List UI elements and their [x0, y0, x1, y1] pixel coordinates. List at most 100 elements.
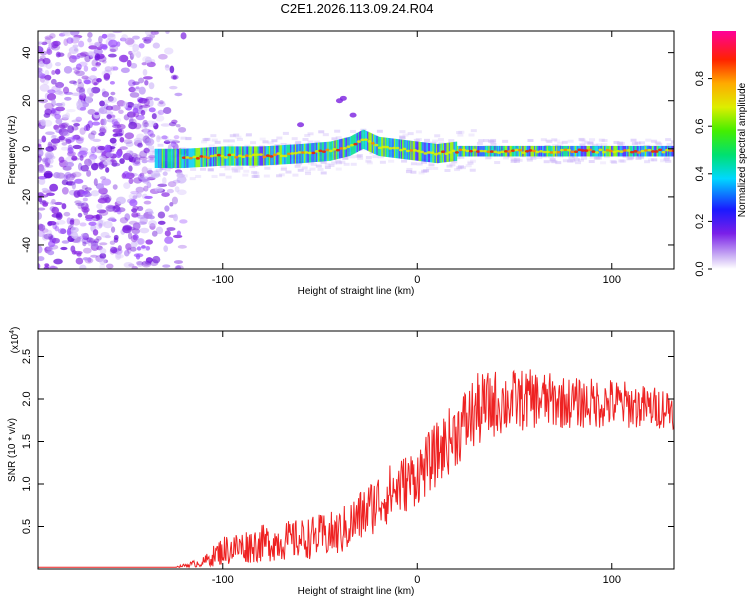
spectrogram-halo-point [200, 167, 207, 171]
spectrogram-halo-point [146, 138, 153, 142]
top-y-axis-title: Frequency (Hz) [7, 116, 18, 185]
spectrogram-noise-point [143, 185, 149, 192]
spectrogram-noise-point [162, 171, 168, 176]
spectrogram-ridge-strip [599, 145, 601, 157]
spectrogram-noise-point [140, 175, 145, 181]
spectrogram-halo-point [207, 168, 214, 172]
spectrogram-noise-point [119, 136, 125, 143]
spectrogram-halo-point [631, 141, 638, 145]
spectrogram-noise-point [144, 31, 154, 36]
spectrogram-noise-point [149, 156, 154, 161]
spectrogram-ridge-core [412, 149, 417, 152]
spectrogram-ridge-core [213, 154, 218, 157]
spectrogram-halo-point [328, 163, 335, 167]
spectrogram-noise-point [137, 221, 147, 225]
spectrogram-ridge-core [636, 151, 641, 154]
spectrogram-noise-point [167, 181, 177, 188]
spectrogram-noise-point [140, 123, 149, 129]
spectrogram-noise-point [71, 55, 81, 60]
spectrogram-ridge-strip [474, 145, 476, 157]
spectrogram-ridge-core [591, 150, 596, 153]
spectrogram-noise-point [92, 242, 99, 249]
spectrogram-noise-point [50, 109, 57, 117]
spectrogram-noise-point [145, 245, 151, 251]
spectrogram-ridge-core [283, 154, 288, 158]
spectrogram-halo-point [402, 133, 409, 137]
spectrogram-noise-point [38, 41, 42, 46]
spectrogram-ridge-strip [171, 148, 173, 169]
spectrogram-ridge-core [286, 152, 291, 156]
spectrogram-halo-point [155, 169, 162, 173]
spectrogram-halo-point [157, 143, 164, 147]
spectrogram-ridge-core [661, 150, 666, 154]
spectrogram-noise-point [137, 238, 145, 245]
spectrogram-halo-point [377, 155, 384, 159]
spectrogram-noise-point [83, 65, 89, 72]
spectrogram-halo-point [320, 171, 327, 175]
spectrogram-ridge-core [353, 142, 358, 146]
spectrogram-noise-point [44, 69, 50, 76]
spectrogram-noise-point [66, 37, 74, 44]
spectrogram-ridge-core [640, 149, 645, 153]
spectrogram-noise-point [123, 261, 134, 268]
spectrogram-noise-point [113, 234, 119, 240]
spectrogram-noise-point [124, 132, 135, 140]
spectrogram-halo-point [245, 133, 252, 137]
spectrogram-halo-point [151, 174, 158, 178]
spectrogram-ridge-strip [441, 143, 444, 163]
spectrogram-noise-point [157, 183, 168, 188]
spectrogram-noise-point [127, 232, 133, 240]
spectrogram-halo-point [467, 160, 474, 164]
spectrogram-halo-point [405, 170, 412, 174]
spectrogram-halo-point [579, 143, 586, 147]
spectrogram-noise-point [157, 220, 166, 225]
spectrogram-ridge-core [524, 149, 529, 153]
spectrogram-noise-point [71, 135, 77, 140]
spectrogram-ridge-strip [559, 145, 562, 157]
spectrogram-halo-point [458, 165, 465, 169]
spectrogram-noise-point [130, 62, 138, 69]
spectrogram-noise-point [38, 68, 44, 74]
spectrogram-noise-point [56, 86, 62, 93]
spectrogram-halo-point [421, 169, 428, 173]
spectrogram-noise-point [84, 187, 92, 191]
spectrogram-noise-point [60, 146, 69, 151]
spectrogram-noise-point [110, 91, 116, 96]
spectrogram-halo-point [335, 167, 342, 171]
spectrogram-ridge-core [619, 150, 624, 153]
spectrogram-noise-point [128, 121, 138, 130]
spectrogram-noise-point [173, 260, 184, 265]
spectrogram-halo-point [401, 159, 408, 163]
spectrogram-halo-point [335, 136, 342, 140]
spectrogram-noise-point [76, 86, 86, 93]
spectrogram-noise-point [160, 123, 171, 127]
spectrogram-noise-point [133, 137, 143, 143]
spectrogram-noise-point [81, 75, 89, 80]
spectrogram-noise-point [38, 46, 44, 54]
spectrogram-ridge-core [615, 149, 620, 153]
spectrogram-noise-point [54, 201, 63, 206]
spectrogram-halo-point [149, 153, 156, 157]
top-x-tick-label: 100 [603, 274, 621, 286]
spectrogram-noise-point [53, 258, 63, 265]
spectrogram-noise-point [43, 266, 50, 269]
spectrogram-ridge-core [311, 151, 316, 155]
spectrogram-noise-point [126, 39, 136, 48]
spectrogram-halo-point [454, 168, 461, 172]
spectrogram-noise-point [148, 82, 155, 90]
spectrogram-noise-point [165, 31, 170, 35]
spectrogram-ridge-strip [463, 145, 466, 157]
spectrogram-noise-point [99, 248, 107, 255]
top-y-tick-label: -40 [21, 237, 33, 253]
spectrogram-ridge-core [293, 151, 298, 155]
spectrogram-halo-point [294, 164, 301, 168]
spectrogram-ridge-strip [587, 145, 590, 157]
spectrogram-halo-point [601, 143, 608, 147]
spectrogram-ridge-core [258, 153, 263, 156]
spectrogram-noise-point [157, 102, 166, 107]
spectrogram-noise-point [119, 37, 127, 42]
top-x-axis-title: Height of straight line (km) [298, 286, 415, 297]
spectrogram-ridge-strip [284, 144, 286, 165]
spectrogram-noise-point [164, 64, 170, 71]
spectrogram-halo-point [147, 174, 154, 178]
